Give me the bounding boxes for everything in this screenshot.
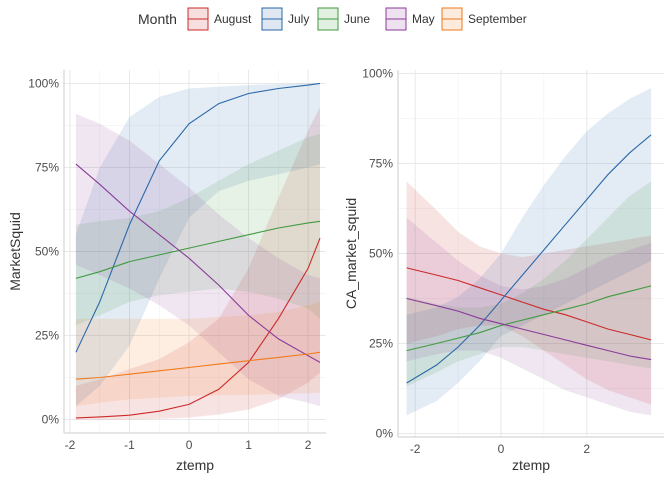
series-lines: [406, 134, 652, 384]
ribbon-may: [75, 113, 321, 407]
x-tick-label: 1: [245, 438, 252, 452]
legend-item-june: June: [317, 7, 370, 31]
y-tick-label: 75%: [35, 160, 59, 174]
legend-label-july: July: [288, 12, 309, 26]
ribbon-august: [406, 181, 652, 405]
panel-ca-market-squid: -2 0 2 0% 25% 50% 75% 100% ztemp CA_market_squid: [343, 67, 664, 473]
line-june: [75, 220, 321, 279]
line-may: [75, 163, 321, 363]
line-september: [75, 351, 321, 380]
legend-key-july: [261, 7, 283, 31]
line-july: [406, 134, 652, 384]
legend-item-august: August: [187, 7, 252, 31]
x-tick-label: 0: [498, 442, 505, 456]
tick-labels: -2 -1 0 1 2 0% 25% 50% 75% 100%: [28, 76, 311, 452]
line-june: [406, 285, 652, 352]
legend-item-july: July: [261, 7, 309, 31]
ribbons: [75, 83, 321, 420]
y-axis-title: CA_market_squid: [343, 198, 359, 309]
legend-label-may: May: [412, 12, 435, 26]
ribbon-july: [406, 88, 652, 416]
ribbon-september: [75, 301, 321, 407]
x-tick-label: 2: [583, 442, 590, 456]
legend-label-september: September: [468, 12, 527, 26]
legend: Month August July June May September: [138, 7, 527, 31]
legend-key-august: [187, 7, 209, 31]
ribbon-july: [75, 83, 321, 407]
x-axis-title: ztemp: [512, 457, 550, 473]
x-tick-label: 0: [186, 438, 193, 452]
ribbons: [406, 88, 652, 416]
line-august: [75, 237, 321, 419]
legend-key-may: [385, 7, 407, 31]
legend-item-september: September: [441, 7, 527, 31]
legend-label-june: June: [344, 12, 370, 26]
ribbon-august: [75, 107, 321, 420]
x-tick-label: 2: [305, 438, 312, 452]
series-lines: [75, 82, 321, 419]
x-tick-label: -2: [65, 438, 76, 452]
line-july: [75, 82, 321, 353]
y-tick-label: 0%: [376, 426, 394, 440]
line-may: [406, 297, 652, 361]
y-tick-label: 50%: [35, 245, 59, 259]
legend-title: Month: [138, 11, 177, 27]
ribbon-may: [406, 217, 652, 416]
y-tick-label: 25%: [35, 329, 59, 343]
x-tick-label: -1: [124, 438, 135, 452]
y-tick-label: 25%: [369, 336, 393, 350]
legend-key-june: [317, 7, 339, 31]
legend-key-september: [441, 7, 463, 31]
line-august: [406, 267, 652, 341]
legend-item-may: May: [385, 7, 435, 31]
x-axis-title: ztemp: [176, 457, 214, 473]
tick-labels: -2 0 2 0% 25% 50% 75% 100%: [362, 67, 590, 456]
y-tick-label: 0%: [42, 413, 60, 427]
y-tick-label: 100%: [362, 67, 393, 81]
panel-market-squid: -2 -1 0 1 2 0% 25% 50% 75% 100% ztemp MarketSquid: [7, 70, 326, 473]
y-tick-label: 75%: [369, 157, 393, 171]
x-tick-label: -2: [410, 442, 421, 456]
y-axis-title: MarketSquid: [7, 212, 23, 291]
y-tick-label: 50%: [369, 247, 393, 261]
grid: [64, 70, 326, 433]
ribbon-june: [75, 133, 321, 326]
legend-label-august: August: [214, 12, 252, 26]
grid: [398, 70, 664, 437]
y-tick-label: 100%: [28, 76, 59, 90]
